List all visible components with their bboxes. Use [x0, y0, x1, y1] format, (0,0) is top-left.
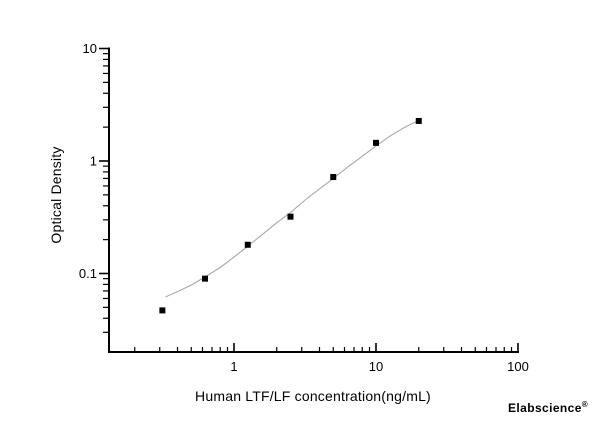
data-point-marker	[415, 117, 422, 124]
y-tick-label: 0.1	[79, 266, 97, 281]
x-axis-title: Human LTF/LF concentration(ng/mL)	[195, 388, 431, 404]
data-point-marker	[330, 174, 337, 181]
x-tick-label: 1	[230, 359, 237, 374]
registered-trademark-icon: ®	[581, 400, 589, 409]
watermark-logo: Elabscience®	[508, 400, 594, 415]
watermark-text: Elabscience	[508, 401, 582, 415]
data-point-marker	[287, 213, 294, 220]
data-point-marker	[373, 139, 379, 146]
x-tick-label: 10	[369, 359, 383, 374]
data-point-marker	[202, 275, 209, 282]
y-tick-label: 1	[90, 154, 97, 169]
x-tick-label: 100	[507, 359, 529, 374]
data-point-marker	[159, 307, 166, 314]
y-tick-label: 10	[83, 41, 97, 56]
data-point-marker	[244, 241, 251, 248]
fit-curve-line	[165, 118, 423, 298]
y-axis-title: Optical Density	[48, 146, 64, 244]
